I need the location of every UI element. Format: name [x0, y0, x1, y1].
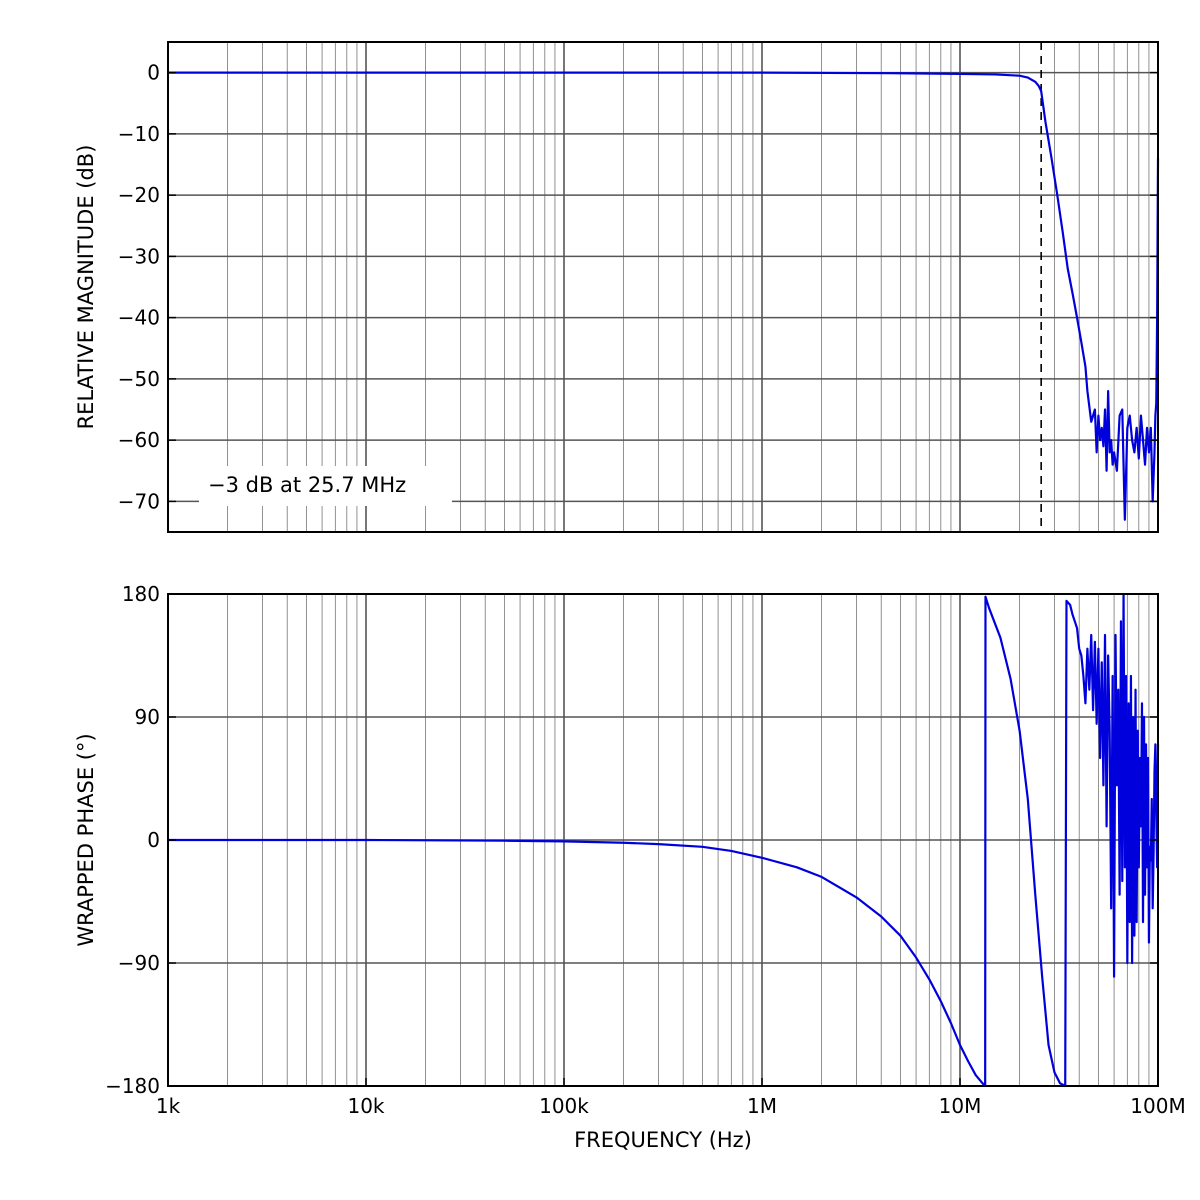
magnitude-grid — [168, 42, 1158, 532]
ph-y-tick-label: −90 — [118, 951, 160, 975]
magnitude-plot-frame — [167, 41, 1159, 533]
mag-y-tick-label: −20 — [118, 183, 160, 207]
ph-series-line — [168, 592, 1160, 1088]
magnitude-series — [168, 71, 1160, 521]
x-tick-label: 100M — [1130, 1094, 1185, 1118]
x-tick-label: 1M — [747, 1094, 777, 1118]
magnitude-chart: 0 −10 −20 −30 −40 −50 −60 −70 RELATIVE MAGNITUD… — [74, 41, 1160, 533]
ph-y-tick-label: −180 — [105, 1074, 160, 1098]
x-tick-label: 1k — [156, 1094, 181, 1118]
cutoff-annotation-box — [199, 466, 452, 506]
phase-series — [168, 592, 1160, 1088]
mag-y-tick-label: −30 — [118, 244, 160, 268]
mag-y-tick-label: −10 — [118, 122, 160, 146]
ph-y-tick-label: 180 — [122, 582, 160, 606]
x-tick-label: 100k — [539, 1094, 589, 1118]
magnitude-y-ticks: 0 −10 −20 −30 −40 −50 −60 −70 — [118, 61, 1158, 513]
frequency-x-axis-label: FREQUENCY (Hz) — [574, 1128, 752, 1152]
magnitude-y-axis-label: RELATIVE MAGNITUDE (dB) — [74, 145, 98, 430]
x-tick-label: 10M — [939, 1094, 982, 1118]
mag-series-line — [168, 71, 1160, 521]
mag-y-tick-label: 0 — [147, 61, 160, 85]
mag-y-tick-label: −70 — [118, 489, 160, 513]
x-tick-label: 10k — [347, 1094, 384, 1118]
phase-y-axis-label: WRAPPED PHASE (°) — [74, 733, 98, 946]
mag-y-tick-label: −60 — [118, 428, 160, 452]
mag-y-tick-label: −40 — [118, 306, 160, 330]
phase-y-ticks: 180 90 0 −90 −180 — [105, 582, 1158, 1098]
cutoff-annotation: −3 dB at 25.7 MHz — [199, 466, 452, 506]
frequency-x-ticks: 1k 10k 100k 1M 10M 100M — [156, 1078, 1186, 1118]
phase-chart: 180 90 0 −90 −180 1k 10k 100k 1M 10M 100M WRAPPED… — [74, 582, 1186, 1152]
ph-y-tick-label: 0 — [147, 828, 160, 852]
mag-y-tick-label: −50 — [118, 367, 160, 391]
cutoff-annotation-text: −3 dB at 25.7 MHz — [208, 473, 406, 497]
ph-y-tick-label: 90 — [135, 705, 160, 729]
